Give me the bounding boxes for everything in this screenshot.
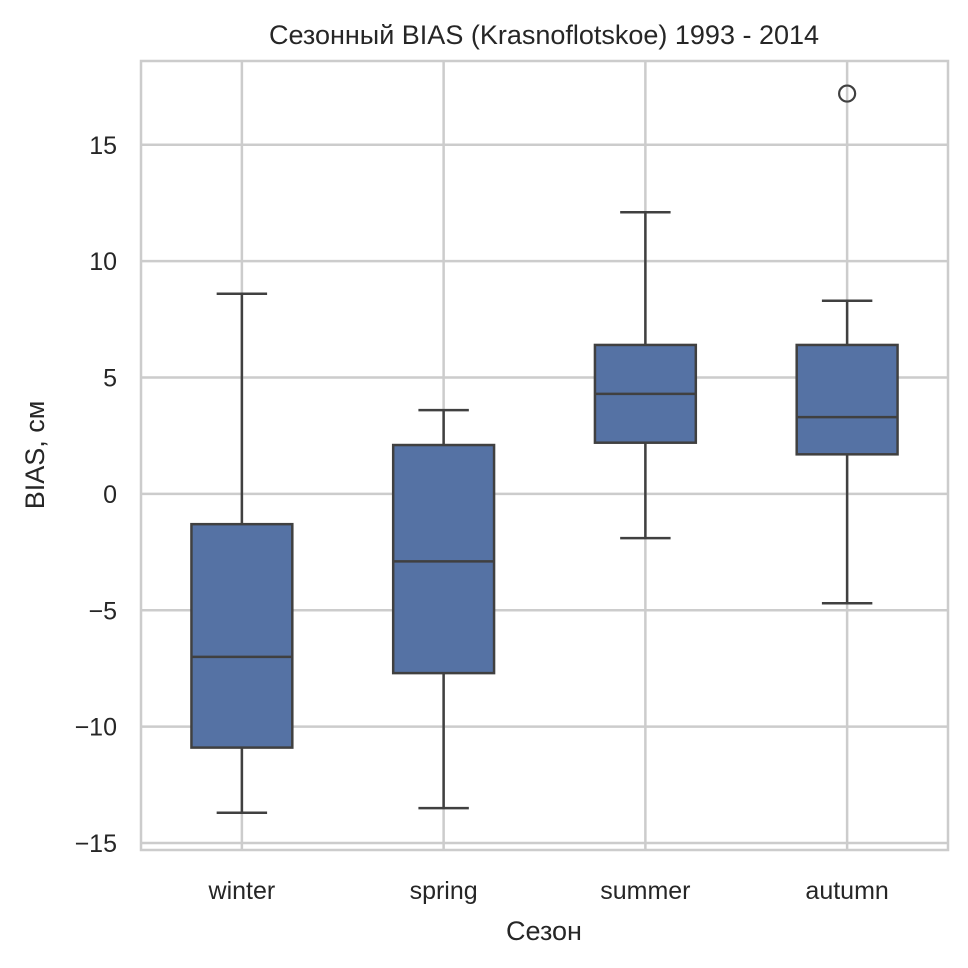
y-tick-label: 10	[89, 248, 117, 276]
chart-title: Сезонный BIAS (Krasnoflotskoe) 1993 - 20…	[269, 20, 819, 50]
iqr-box	[190, 522, 294, 749]
iqr-box	[795, 343, 899, 456]
x-tick-label-winter: winter	[208, 877, 276, 905]
x-tick-label-autumn: autumn	[805, 877, 888, 905]
box-winter	[190, 292, 294, 815]
x-axis-label: Сезон	[506, 916, 582, 946]
tick-label-layer: 15 10 5 0 −5 −10 −15 winter spring summer autumn	[75, 132, 889, 905]
iqr-box	[391, 443, 496, 675]
y-tick-label: −10	[75, 714, 117, 742]
y-tick-label: 5	[103, 365, 117, 393]
y-tick-label: −5	[88, 597, 117, 625]
box-autumn	[795, 84, 899, 605]
y-tick-label: 0	[103, 481, 117, 509]
outlier-point	[838, 84, 857, 103]
box-summer	[593, 211, 698, 540]
box-spring	[391, 408, 496, 810]
y-axis-label: BIAS, см	[20, 401, 50, 510]
x-tick-label-spring: spring	[410, 877, 478, 905]
y-tick-label: −15	[75, 830, 117, 858]
box-layer	[190, 84, 899, 815]
x-tick-label-summer: summer	[600, 877, 690, 905]
y-tick-label: 15	[89, 132, 117, 160]
plot-frame	[139, 59, 950, 852]
